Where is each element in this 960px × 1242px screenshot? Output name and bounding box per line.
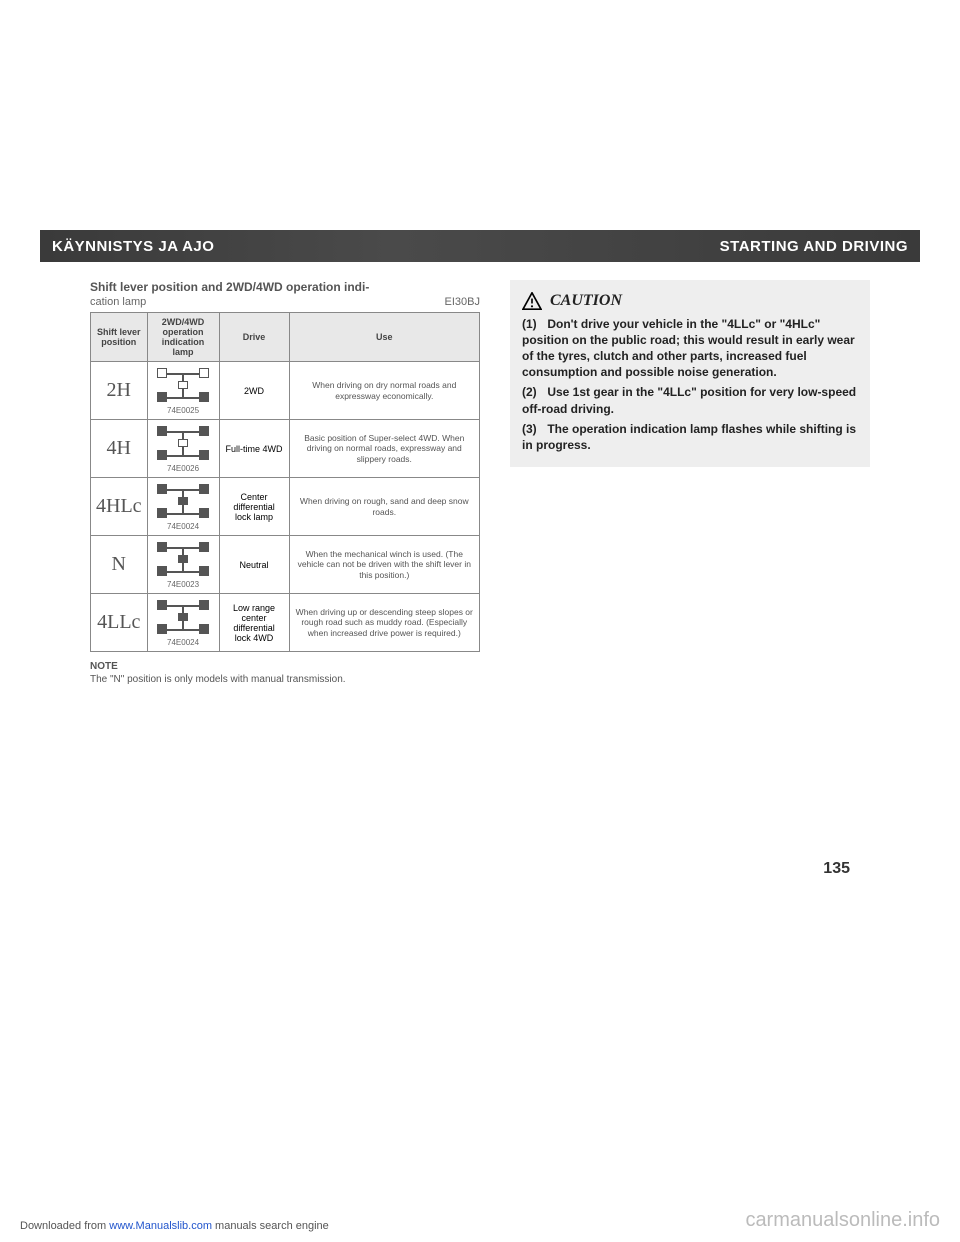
- drive-cell: Low range center differential lock 4WD: [219, 594, 289, 652]
- lamp-code: 74E0024: [153, 638, 214, 647]
- caution-item-number: (1): [522, 316, 544, 332]
- table-subtitle-right: EI30BJ: [445, 296, 480, 308]
- table-header-row: Shift lever position 2WD/4WD operation i…: [91, 313, 480, 362]
- col-header: Use: [289, 313, 479, 362]
- lamp-code: 74E0023: [153, 580, 214, 589]
- drive-cell: Full-time 4WD: [219, 420, 289, 478]
- drivetrain-diagram-icon: [155, 366, 211, 404]
- table-body: 2H 74E0025 2WDWhen driving on dry normal r…: [91, 362, 480, 652]
- caution-item-number: (3): [522, 421, 544, 437]
- position-cell: N: [91, 536, 148, 594]
- col-header: Shift lever position: [91, 313, 148, 362]
- lamp-code: 74E0026: [153, 464, 214, 473]
- drive-cell: Center differential lock lamp: [219, 478, 289, 536]
- table-title: Shift lever position and 2WD/4WD operati…: [90, 280, 480, 294]
- use-cell: When driving on rough, sand and deep sno…: [289, 478, 479, 536]
- table-subtitle-row: cation lamp EI30BJ: [90, 296, 480, 308]
- drivetrain-diagram-icon: [155, 482, 211, 520]
- warning-icon: [522, 292, 542, 310]
- position-cell: 4H: [91, 420, 148, 478]
- footer-left-prefix: Downloaded from: [20, 1220, 109, 1232]
- caution-list: (1) Don't drive your vehicle in the "4LL…: [522, 316, 858, 454]
- lamp-cell: 74E0023: [147, 536, 219, 594]
- page-number: 135: [823, 860, 850, 878]
- position-cell: 4HLc: [91, 478, 148, 536]
- table-row: 4H 74E0026 Full-time 4WDBasic position of …: [91, 420, 480, 478]
- position-cell: 2H: [91, 362, 148, 420]
- section-header: KÄYNNISTYS JA AJO STARTING AND DRIVING: [40, 230, 920, 262]
- content-columns: Shift lever position and 2WD/4WD operati…: [40, 280, 920, 686]
- lamp-cell: 74E0024: [147, 594, 219, 652]
- table-row: 4LLc 74E0024 Low range center differential…: [91, 594, 480, 652]
- footer-left-suffix: manuals search engine: [212, 1220, 329, 1232]
- shift-table: Shift lever position 2WD/4WD operation i…: [90, 312, 480, 652]
- drivetrain-diagram-icon: [155, 598, 211, 636]
- table-row: N 74E0023 NeutralWhen the mechanical winch…: [91, 536, 480, 594]
- caution-item: (2) Use 1st gear in the "4LLc" position …: [522, 384, 858, 416]
- drive-cell: Neutral: [219, 536, 289, 594]
- caution-item-text: Use 1st gear in the "4LLc" position for …: [522, 385, 856, 415]
- caution-heading: CAUTION: [522, 290, 858, 312]
- left-column: Shift lever position and 2WD/4WD operati…: [90, 280, 480, 686]
- caution-item: (1) Don't drive your vehicle in the "4LL…: [522, 316, 858, 381]
- caution-heading-text: CAUTION: [550, 290, 622, 312]
- position-cell: 4LLc: [91, 594, 148, 652]
- caution-item-number: (2): [522, 384, 544, 400]
- lamp-code: 74E0025: [153, 406, 214, 415]
- col-header: Drive: [219, 313, 289, 362]
- header-left: KÄYNNISTYS JA AJO: [52, 238, 214, 255]
- lamp-cell: 74E0024: [147, 478, 219, 536]
- footer-right: carmanualsonline.info: [745, 1209, 940, 1232]
- note-label: NOTE: [90, 660, 480, 673]
- lamp-cell: 74E0025: [147, 362, 219, 420]
- note-text: The "N" position is only models with man…: [90, 673, 480, 686]
- header-right: STARTING AND DRIVING: [720, 238, 908, 255]
- lamp-cell: 74E0026: [147, 420, 219, 478]
- use-cell: When driving up or descending steep slop…: [289, 594, 479, 652]
- drivetrain-diagram-icon: [155, 424, 211, 462]
- use-cell: When the mechanical winch is used. (The …: [289, 536, 479, 594]
- footer-left-link[interactable]: www.Manualslib.com: [109, 1220, 212, 1232]
- note-block: NOTE The "N" position is only models wit…: [90, 660, 480, 686]
- table-row: 4HLc 74E0024 Center differential lock lamp…: [91, 478, 480, 536]
- page-content: KÄYNNISTYS JA AJO STARTING AND DRIVING S…: [40, 230, 920, 686]
- use-cell: Basic position of Super-select 4WD. When…: [289, 420, 479, 478]
- use-cell: When driving on dry normal roads and exp…: [289, 362, 479, 420]
- caution-item-text: The operation indication lamp flashes wh…: [522, 422, 856, 452]
- caution-box: CAUTION (1) Don't drive your vehicle in …: [510, 280, 870, 467]
- caution-item: (3) The operation indication lamp flashe…: [522, 421, 858, 453]
- drive-cell: 2WD: [219, 362, 289, 420]
- right-column: CAUTION (1) Don't drive your vehicle in …: [510, 280, 870, 686]
- col-header: 2WD/4WD operation indication lamp: [147, 313, 219, 362]
- table-subtitle-left: cation lamp: [90, 296, 146, 308]
- caution-item-text: Don't drive your vehicle in the "4LLc" o…: [522, 317, 855, 380]
- drivetrain-diagram-icon: [155, 540, 211, 578]
- footer-left: Downloaded from www.Manualslib.com manua…: [20, 1220, 329, 1232]
- lamp-code: 74E0024: [153, 522, 214, 531]
- table-row: 2H 74E0025 2WDWhen driving on dry normal r…: [91, 362, 480, 420]
